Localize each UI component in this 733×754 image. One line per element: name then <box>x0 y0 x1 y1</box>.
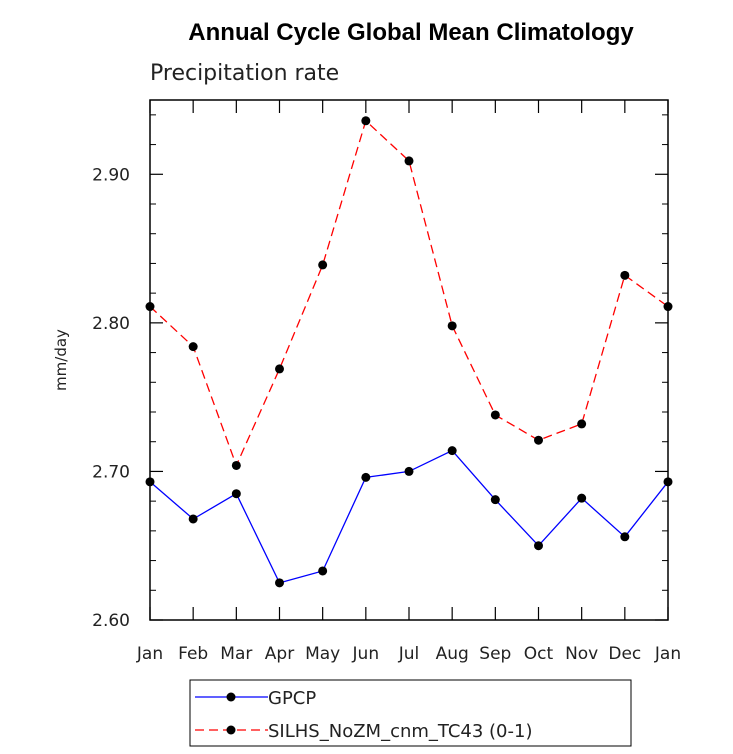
chart-title: Annual Cycle Global Mean Climatology <box>188 19 634 46</box>
data-point-silhs <box>447 321 457 331</box>
legend-box <box>189 679 632 747</box>
data-point-silhs <box>361 116 371 126</box>
x-tick-label: Oct <box>524 644 554 664</box>
series-line-silhs <box>149 119 669 468</box>
x-tick-label: Feb <box>178 644 208 664</box>
legend-marker-gpcp <box>226 692 236 702</box>
x-tick-label: Aug <box>436 644 469 664</box>
data-point-gpcp <box>447 446 457 456</box>
y-axis-label: mm/day <box>52 329 70 391</box>
series-layer <box>145 116 673 588</box>
data-point-gpcp <box>318 566 328 576</box>
x-tick-label: Nov <box>565 644 598 664</box>
x-tick-label: Jan <box>136 644 163 664</box>
x-tick-label: Jun <box>352 644 380 664</box>
y-tick-label: 2.60 <box>92 611 130 631</box>
x-tick-label: Mar <box>220 644 252 664</box>
data-point-silhs <box>404 156 414 166</box>
minor-ticks <box>150 114 668 591</box>
data-point-gpcp <box>534 541 543 551</box>
data-point-silhs <box>534 435 543 445</box>
legend-label-gpcp: GPCP <box>268 688 316 709</box>
data-point-gpcp <box>577 493 587 503</box>
x-tick-label: Sep <box>479 644 511 664</box>
data-point-gpcp <box>188 514 198 524</box>
major-ticks <box>149 100 669 621</box>
data-point-silhs <box>620 270 630 280</box>
x-tick-label: Apr <box>265 644 294 664</box>
y-tick-label: 2.70 <box>92 462 130 482</box>
data-point-gpcp <box>404 466 414 476</box>
data-point-gpcp <box>361 472 371 482</box>
data-point-silhs <box>318 260 328 270</box>
x-tick-label: May <box>305 644 340 664</box>
legend: GPCP SILHS_NoZM_cnm_TC43 (0-1) <box>189 679 632 747</box>
legend-marker-silhs <box>226 725 236 735</box>
chart-subtitle: Precipitation rate <box>150 61 339 86</box>
x-tick-label: Jul <box>398 644 420 664</box>
data-point-gpcp <box>490 495 500 505</box>
data-point-silhs <box>275 364 284 374</box>
x-tick-label: Dec <box>608 644 641 664</box>
data-point-silhs <box>490 410 500 420</box>
y-tick-label: 2.90 <box>92 165 130 185</box>
plot-frame <box>149 99 669 621</box>
data-point-gpcp <box>275 578 284 588</box>
data-point-silhs <box>188 342 198 352</box>
data-point-silhs <box>577 419 587 429</box>
data-point-silhs <box>231 460 241 470</box>
data-point-gpcp <box>620 532 630 542</box>
data-point-gpcp <box>231 489 241 499</box>
y-tick-labels: 2.60 2.70 2.80 2.90 <box>92 165 130 631</box>
legend-label-silhs: SILHS_NoZM_cnm_TC43 (0-1) <box>268 721 532 742</box>
x-tick-labels: Jan Feb Mar Apr May Jun Jul Aug Sep Oct Nov Dec Jan <box>136 644 681 664</box>
x-tick-label: Jan <box>654 644 681 664</box>
y-tick-label: 2.80 <box>92 314 130 334</box>
